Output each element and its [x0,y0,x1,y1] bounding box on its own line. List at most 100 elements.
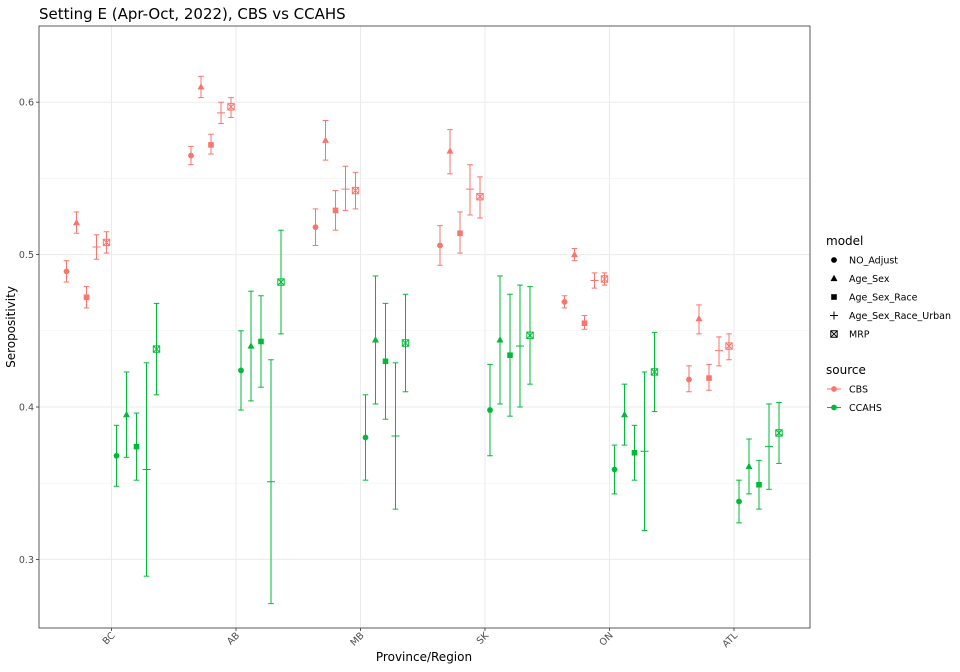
data-point-cbs-age-sex-race-urban [217,101,225,125]
data-point-ccahs-mrp [526,286,534,385]
data-point-cbs-age-sex-race [332,190,339,231]
data-point-cbs-age-sex-race-urban [590,272,599,289]
point-marker [571,250,578,258]
data-point-ccahs-age-sex [247,290,255,402]
data-point-cbs-no-adjust [312,208,319,246]
data-point-cbs-age-sex-race-urban [92,234,101,260]
legend-label-model: MRP [849,330,870,341]
point-marker [113,452,120,459]
data-point-ccahs-age-sex-race [258,295,264,388]
data-point-cbs-mrp [476,176,484,219]
point-marker [142,465,151,474]
point-marker [446,147,454,154]
point-marker [600,275,609,283]
data-point-ccahs-age-sex-race [631,424,638,481]
y-tick-label: 0.4 [19,403,34,414]
data-point-ccahs-no-adjust [362,394,369,481]
data-point-cbs-age-sex [73,211,80,234]
point-marker [312,224,319,231]
point-marker [247,342,255,349]
data-point-cbs-age-sex-race-urban [466,164,474,216]
point-marker [73,218,80,226]
data-point-ccahs-age-sex-race [756,459,762,510]
data-point-cbs-no-adjust [188,145,194,166]
data-point-ccahs-mrp [775,401,783,464]
point-marker [277,278,285,286]
legend-label-source: CBS [849,385,868,396]
data-point-ccahs-no-adjust [611,444,618,495]
point-marker [581,320,588,326]
data-point-cbs-mrp [227,97,235,118]
legend-key-cbs [831,386,837,392]
data-point-ccahs-age-sex-race-urban [391,362,400,510]
data-point-cbs-mrp [351,171,360,210]
point-marker [621,410,628,418]
point-marker [188,152,194,159]
data-point-ccahs-no-adjust [487,363,493,457]
point-marker [332,207,339,214]
legend-key-age-sex-race-urban [830,311,838,320]
data-point-cbs-age-sex-race [83,286,90,309]
legend-label-model: Age_Sex_Race [849,293,918,304]
data-point-ccahs-age-sex [123,371,130,458]
data-point-cbs-age-sex [571,248,578,262]
point-marker [208,142,214,148]
data-point-ccahs-age-sex [745,438,753,495]
data-point-ccahs-age-sex [372,275,379,405]
panel-border [38,25,811,629]
point-marker [756,481,762,488]
legend-label-model: NO_Adjust [849,256,898,267]
legend: model NO_Adjust Age_Sex Age_Sex_Race Age_Sex… [826,234,951,414]
panel-background [39,26,810,628]
data-point-cbs-mrp [725,333,733,361]
data-point-ccahs-mrp [277,229,285,335]
data-point-cbs-age-sex-race [581,315,588,330]
legend-label-model: Age_Sex [849,274,890,285]
point-marker [391,431,400,440]
chart-title: Setting E (Apr-Oct, 2022), CBS vs CCAHS [39,5,346,23]
data-point-ccahs-age-sex-race [133,412,140,481]
data-point-ccahs-no-adjust [238,330,244,411]
point-marker [341,185,350,194]
point-marker [706,375,712,381]
point-marker [227,103,235,111]
legend-label-model: Age_Sex_Race_Urban [849,311,951,322]
point-marker [715,346,723,355]
data-point-cbs-mrp [102,231,111,254]
point-marker [322,136,329,143]
point-marker [526,331,534,340]
legend-key-age-sex [830,274,838,282]
data-point-ccahs-age-sex-race-urban [765,403,773,490]
data-point-cbs-no-adjust [686,365,692,393]
point-marker [725,342,733,350]
point-marker [217,108,225,117]
legend-key-ccahs [831,404,837,411]
y-tick-label: 0.3 [19,555,34,566]
data-point-cbs-age-sex [322,119,329,161]
point-marker [650,368,659,376]
data-point-ccahs-mrp [152,302,161,396]
data-point-ccahs-age-sex [621,383,628,446]
point-marker [736,498,742,505]
data-point-ccahs-mrp [401,293,410,393]
data-point-cbs-age-sex-race-urban [341,165,350,211]
point-marker [695,314,703,322]
legend-title-model: model [826,234,863,248]
point-marker [197,83,205,90]
point-marker [745,462,753,470]
data-point-cbs-age-sex [446,129,454,175]
point-marker [133,443,140,450]
point-marker [476,192,484,201]
point-marker [686,376,692,383]
point-marker [561,298,568,305]
data-point-cbs-age-sex-race [706,363,712,391]
point-marker [765,442,773,451]
point-marker [123,410,130,418]
point-marker [267,477,275,486]
legend-label-source: CCAHS [849,403,882,414]
point-marker [496,336,504,343]
point-marker [487,407,493,413]
data-point-ccahs-no-adjust [736,479,742,524]
data-point-ccahs-age-sex [496,275,504,405]
